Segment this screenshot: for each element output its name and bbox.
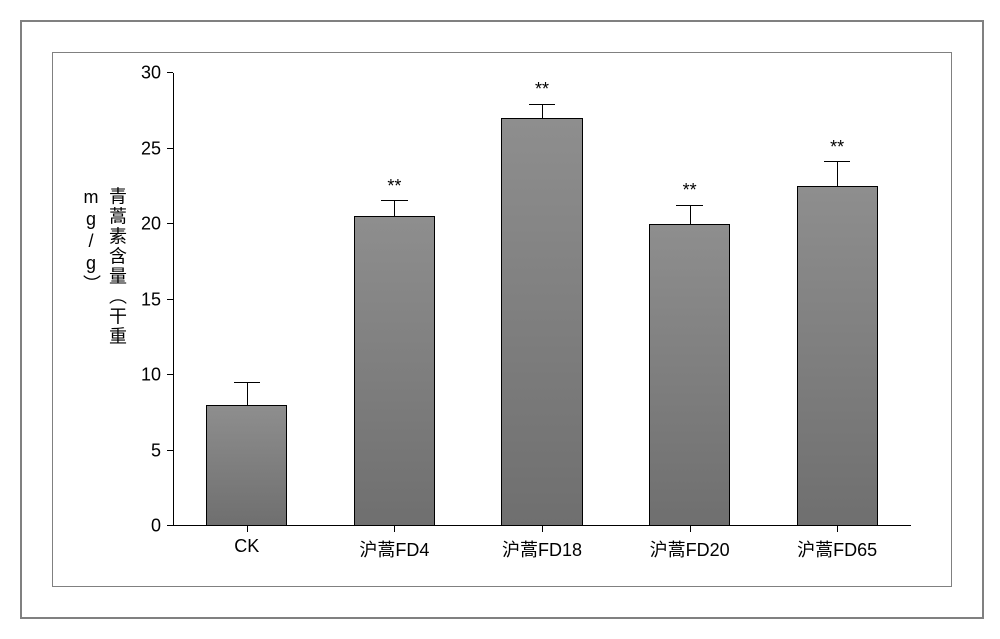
chart-inner-frame: 青蒿素含量（干重 mg/g） 051015202530CK沪蒿FD4**沪蒿FD… <box>52 52 952 587</box>
plot-area: 051015202530CK沪蒿FD4**沪蒿FD18**沪蒿FD20**沪蒿F… <box>173 73 911 526</box>
y-axis-label: 青蒿素含量（干重 mg/g） <box>78 186 130 453</box>
y-tick <box>167 450 173 451</box>
error-bar-line <box>542 105 543 119</box>
error-bar-cap <box>824 161 851 162</box>
y-tick-label: 15 <box>141 289 161 310</box>
x-tick-label: 沪蒿FD18 <box>502 536 582 562</box>
error-bar-line <box>837 162 838 186</box>
error-bar-cap <box>234 382 261 383</box>
error-bar-cap <box>529 104 556 105</box>
x-tick-label: 沪蒿FD20 <box>650 536 730 562</box>
x-tick <box>837 526 838 532</box>
x-tick <box>394 526 395 532</box>
y-tick <box>167 148 173 149</box>
x-tick <box>542 526 543 532</box>
error-bar-line <box>394 201 395 216</box>
y-tick <box>167 223 173 224</box>
bar <box>354 216 435 526</box>
significance-marker: ** <box>535 79 549 100</box>
bar <box>649 224 730 526</box>
significance-marker: ** <box>683 180 697 201</box>
y-tick-label: 10 <box>141 365 161 386</box>
significance-marker: ** <box>387 176 401 197</box>
x-tick <box>690 526 691 532</box>
y-tick-label: 20 <box>141 214 161 235</box>
chart-outer-frame: 青蒿素含量（干重 mg/g） 051015202530CK沪蒿FD4**沪蒿FD… <box>20 20 984 619</box>
y-tick <box>167 299 173 300</box>
y-tick-label: 30 <box>141 63 161 84</box>
y-axis-line <box>173 73 174 526</box>
bar <box>797 186 878 526</box>
y-tick-label: 0 <box>151 516 161 537</box>
y-tick-label: 25 <box>141 138 161 159</box>
y-tick-label: 5 <box>151 440 161 461</box>
x-tick-label: 沪蒿FD65 <box>797 536 877 562</box>
bar <box>501 118 582 526</box>
x-tick <box>247 526 248 532</box>
error-bar-cap <box>381 200 408 201</box>
error-bar-line <box>690 206 691 224</box>
significance-marker: ** <box>830 137 844 158</box>
bar <box>206 405 287 526</box>
error-bar-line <box>247 383 248 406</box>
y-tick <box>167 72 173 73</box>
x-tick-label: CK <box>234 536 259 557</box>
error-bar-cap <box>676 205 703 206</box>
y-tick <box>167 525 173 526</box>
y-tick <box>167 374 173 375</box>
x-tick-label: 沪蒿FD4 <box>359 536 429 562</box>
